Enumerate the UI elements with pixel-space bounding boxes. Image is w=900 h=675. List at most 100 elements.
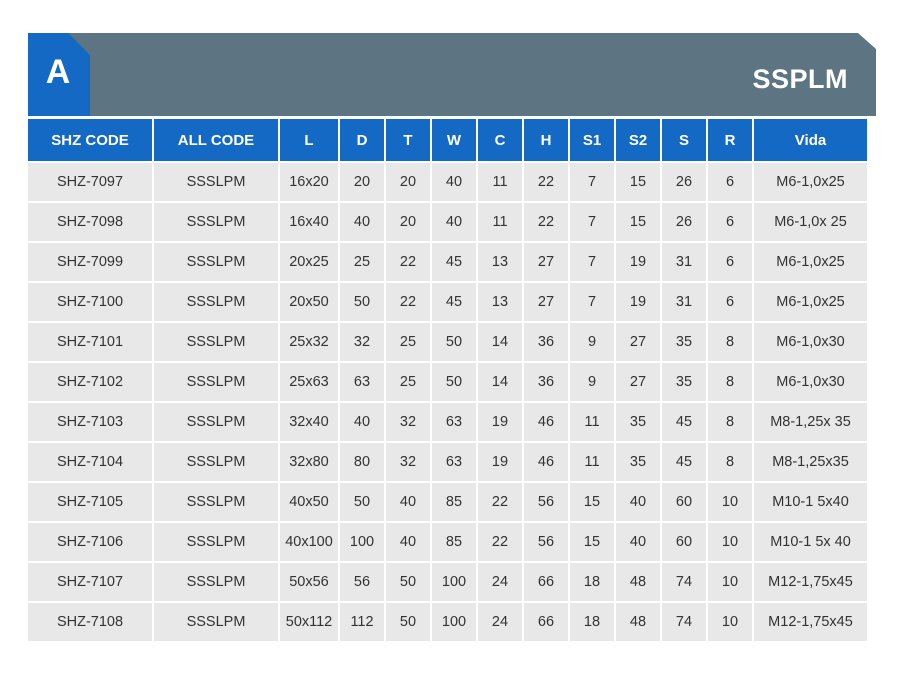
table-cell: M6-1,0x25 bbox=[754, 163, 867, 201]
table-cell: 60 bbox=[662, 523, 706, 561]
table-row: SHZ-7098 SSSLPM 16x40 40 20 40 11 22 7 15 26 6 M6-1,… bbox=[28, 203, 867, 241]
table-cell: 40 bbox=[432, 203, 476, 241]
table-cell: 24 bbox=[478, 563, 522, 601]
table-cell: 18 bbox=[570, 563, 614, 601]
table-cell: 56 bbox=[524, 483, 568, 521]
table-cell: 8 bbox=[708, 363, 752, 401]
table-cell: 36 bbox=[524, 363, 568, 401]
table-cell: 74 bbox=[662, 603, 706, 641]
table-cell: SSSLPM bbox=[154, 483, 278, 521]
table-cell: 6 bbox=[708, 203, 752, 241]
table-row: SHZ-7105 SSSLPM 40x50 50 40 85 22 56 15 40 60 10 M10… bbox=[28, 483, 867, 521]
table-cell: 25 bbox=[340, 243, 384, 281]
table-cell: 7 bbox=[570, 163, 614, 201]
table-cell: SSSLPM bbox=[154, 523, 278, 561]
table-cell: SHZ-7108 bbox=[28, 603, 152, 641]
table-cell: SHZ-7102 bbox=[28, 363, 152, 401]
table-cell: 22 bbox=[524, 163, 568, 201]
table-header-row: SHZ CODE ALL CODE L D T W C H S1 S2 S R Vida bbox=[28, 119, 867, 161]
table-cell: 66 bbox=[524, 603, 568, 641]
table-cell: 26 bbox=[662, 203, 706, 241]
table-cell: 32 bbox=[386, 403, 430, 441]
column-header: W bbox=[432, 119, 476, 161]
column-header: Vida bbox=[754, 119, 867, 161]
section-letter: A bbox=[45, 53, 71, 91]
table-cell: 27 bbox=[524, 243, 568, 281]
table-cell: 50x112 bbox=[280, 603, 338, 641]
table-cell: 9 bbox=[570, 323, 614, 361]
table-cell: M6-1,0x30 bbox=[754, 323, 867, 361]
table-cell: 26 bbox=[662, 163, 706, 201]
table-cell: SSSLPM bbox=[154, 603, 278, 641]
table-cell: 7 bbox=[570, 283, 614, 321]
table-cell: 40 bbox=[340, 203, 384, 241]
table-cell: 46 bbox=[524, 403, 568, 441]
table-cell: 32x80 bbox=[280, 443, 338, 481]
table-cell: SHZ-7101 bbox=[28, 323, 152, 361]
table-cell: 19 bbox=[616, 283, 660, 321]
table-cell: 18 bbox=[570, 603, 614, 641]
table-row: SHZ-7100 SSSLPM 20x50 50 22 45 13 27 7 19 31 6 M6-1,… bbox=[28, 283, 867, 321]
table-cell: 14 bbox=[478, 323, 522, 361]
table-cell: 74 bbox=[662, 563, 706, 601]
table-cell: SHZ-7099 bbox=[28, 243, 152, 281]
table-cell: M10-1 5x 40 bbox=[754, 523, 867, 561]
column-header: S1 bbox=[570, 119, 614, 161]
table-cell: 66 bbox=[524, 563, 568, 601]
table-cell: 10 bbox=[708, 483, 752, 521]
table-cell: 7 bbox=[570, 243, 614, 281]
table-cell: 27 bbox=[616, 323, 660, 361]
table-cell: 35 bbox=[616, 443, 660, 481]
column-header: ALL CODE bbox=[154, 119, 278, 161]
table-cell: 50 bbox=[432, 323, 476, 361]
table-cell: 14 bbox=[478, 363, 522, 401]
table-cell: 15 bbox=[570, 483, 614, 521]
table-cell: 27 bbox=[524, 283, 568, 321]
table-cell: 8 bbox=[708, 403, 752, 441]
table-cell: 19 bbox=[616, 243, 660, 281]
table-cell: 46 bbox=[524, 443, 568, 481]
table-cell: 22 bbox=[524, 203, 568, 241]
table-cell: SSSLPM bbox=[154, 323, 278, 361]
table-cell: 6 bbox=[708, 243, 752, 281]
column-header: S2 bbox=[616, 119, 660, 161]
table-cell: 25 bbox=[386, 363, 430, 401]
table-cell: 48 bbox=[616, 603, 660, 641]
column-header: S bbox=[662, 119, 706, 161]
table-cell: 8 bbox=[708, 323, 752, 361]
table-cell: 50 bbox=[386, 603, 430, 641]
column-header: T bbox=[386, 119, 430, 161]
table-cell: 10 bbox=[708, 603, 752, 641]
table-cell: M6-1,0x25 bbox=[754, 243, 867, 281]
table-cell: 8 bbox=[708, 443, 752, 481]
page-title: SSPLM bbox=[752, 64, 848, 94]
table-cell: 40 bbox=[432, 163, 476, 201]
table-row: SHZ-7104 SSSLPM 32x80 80 32 63 19 46 11 35 45 8 M8-1… bbox=[28, 443, 867, 481]
table-cell: 85 bbox=[432, 523, 476, 561]
table-cell: SHZ-7098 bbox=[28, 203, 152, 241]
table-cell: 45 bbox=[662, 403, 706, 441]
table-cell: 63 bbox=[432, 403, 476, 441]
table-cell: 16x20 bbox=[280, 163, 338, 201]
column-header: H bbox=[524, 119, 568, 161]
table-row: SHZ-7103 SSSLPM 32x40 40 32 63 19 46 11 35 45 8 M8-1… bbox=[28, 403, 867, 441]
column-header: D bbox=[340, 119, 384, 161]
column-header: R bbox=[708, 119, 752, 161]
table-cell: SSSLPM bbox=[154, 363, 278, 401]
table-cell: 13 bbox=[478, 243, 522, 281]
table-cell: 6 bbox=[708, 163, 752, 201]
table-cell: 85 bbox=[432, 483, 476, 521]
table-cell: SHZ-7100 bbox=[28, 283, 152, 321]
column-header: L bbox=[280, 119, 338, 161]
table-cell: 20x50 bbox=[280, 283, 338, 321]
table-cell: 19 bbox=[478, 403, 522, 441]
table-cell: 31 bbox=[662, 243, 706, 281]
table-cell: 100 bbox=[340, 523, 384, 561]
table-cell: M6-1,0x30 bbox=[754, 363, 867, 401]
table-cell: 15 bbox=[616, 163, 660, 201]
table-cell: 40 bbox=[616, 523, 660, 561]
table-cell: 40x100 bbox=[280, 523, 338, 561]
table-cell: 20x25 bbox=[280, 243, 338, 281]
table-cell: 45 bbox=[662, 443, 706, 481]
table-cell: 11 bbox=[570, 443, 614, 481]
